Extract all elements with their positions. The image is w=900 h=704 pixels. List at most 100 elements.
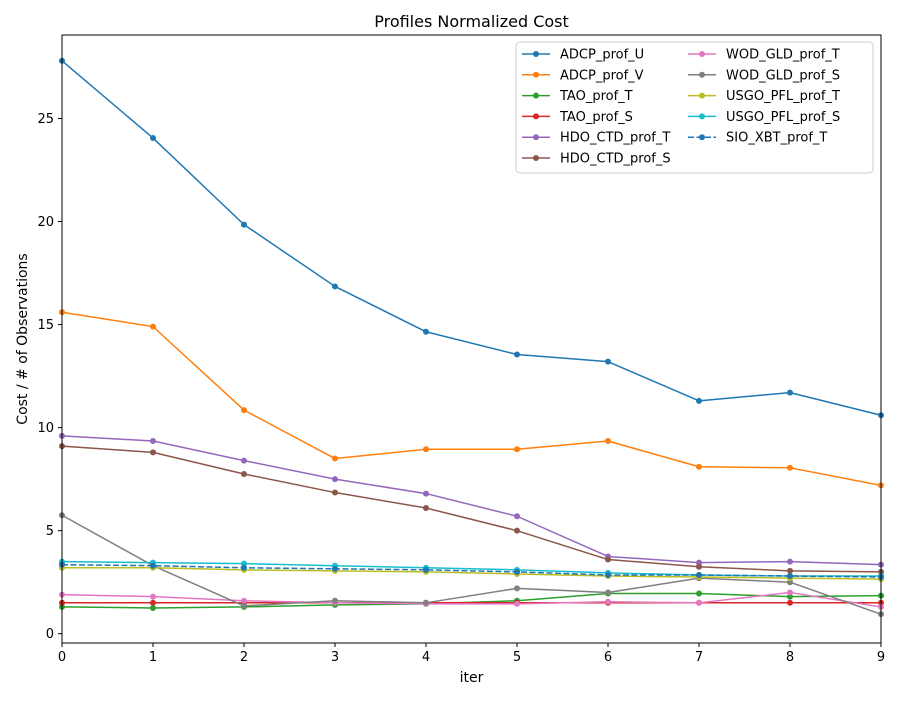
data-point xyxy=(514,446,520,453)
series-HDO_CTD_prof_S xyxy=(59,443,884,575)
plot-frame xyxy=(61,34,882,644)
series-ADCP_prof_U xyxy=(59,57,884,419)
legend-label: USGO_PFL_prof_S xyxy=(726,110,840,125)
legend-item: USGO_PFL_prof_S xyxy=(688,110,840,125)
data-point xyxy=(696,559,702,566)
legend-swatch-marker xyxy=(533,71,539,78)
legend-label: TAO_prof_S xyxy=(559,110,633,125)
y-axis: 0 5 10 15 20 25 xyxy=(37,112,62,642)
data-point xyxy=(332,565,338,572)
data-point xyxy=(241,457,247,464)
legend-item: TAO_prof_S xyxy=(522,110,633,125)
data-point xyxy=(696,397,702,404)
data-point xyxy=(332,489,338,496)
y-axis-label: Cost / # of Observations xyxy=(15,253,31,424)
data-point xyxy=(332,476,338,483)
data-point xyxy=(150,438,156,445)
data-point xyxy=(423,566,429,573)
legend-item: HDO_CTD_prof_S xyxy=(522,152,671,167)
legend-label: HDO_CTD_prof_S xyxy=(560,152,671,167)
y-tick-label: 25 xyxy=(37,112,54,127)
legend-label: USGO_PFL_prof_T xyxy=(726,89,840,104)
data-point xyxy=(787,389,793,396)
legend-label: ADCP_prof_U xyxy=(560,48,644,63)
data-point xyxy=(241,564,247,571)
x-tick-label: 0 xyxy=(58,650,66,665)
data-point xyxy=(150,599,156,606)
data-point xyxy=(696,463,702,470)
y-tick-label: 15 xyxy=(37,318,54,333)
data-point xyxy=(150,135,156,142)
chart-title: Profiles Normalized Cost xyxy=(374,12,569,31)
legend-label: WOD_GLD_prof_S xyxy=(726,68,840,83)
series-line xyxy=(61,563,882,578)
series-line xyxy=(61,60,882,416)
data-point xyxy=(787,579,793,586)
legend-swatch-marker xyxy=(533,113,539,120)
data-point xyxy=(332,455,338,462)
data-point xyxy=(241,407,247,414)
legend-item: TAO_prof_T xyxy=(522,89,633,104)
data-point xyxy=(423,446,429,453)
data-point xyxy=(605,598,611,605)
data-point xyxy=(605,589,611,596)
data-point xyxy=(423,599,429,606)
data-point xyxy=(696,563,702,570)
legend-item: HDO_CTD_prof_T xyxy=(522,131,670,146)
data-point xyxy=(150,593,156,600)
series-HDO_CTD_prof_T xyxy=(59,432,884,568)
x-tick-label: 9 xyxy=(877,650,885,665)
legend-box xyxy=(515,41,874,174)
legend-label: TAO_prof_T xyxy=(559,89,633,104)
legend-swatch-marker xyxy=(699,71,705,78)
data-point xyxy=(514,568,520,575)
data-point xyxy=(423,505,429,511)
series-layer xyxy=(59,57,884,618)
x-axis-label: iter xyxy=(460,670,484,686)
x-tick-label: 4 xyxy=(422,650,430,665)
data-point xyxy=(696,599,702,606)
y-tick-label: 0 xyxy=(46,627,54,642)
legend-swatch-marker xyxy=(699,113,705,120)
legend-label: SIO_XBT_prof_T xyxy=(726,131,827,146)
data-point xyxy=(423,328,429,335)
data-point xyxy=(241,471,247,477)
data-point xyxy=(150,323,156,330)
x-axis: 0 1 2 3 4 5 6 7 8 9 xyxy=(58,643,885,665)
data-point xyxy=(332,283,338,290)
data-point xyxy=(696,590,702,597)
data-point xyxy=(150,449,156,456)
data-point xyxy=(514,513,520,520)
data-point xyxy=(241,221,247,228)
legend-item: ADCP_prof_V xyxy=(522,68,644,83)
data-point xyxy=(787,567,793,574)
legend-swatch-marker xyxy=(699,92,705,99)
x-tick-label: 8 xyxy=(786,650,794,665)
x-tick-label: 5 xyxy=(513,650,521,665)
legend-item: SIO_XBT_prof_T xyxy=(688,131,827,146)
legend-swatch-marker xyxy=(533,51,539,57)
data-point xyxy=(150,562,156,569)
y-tick-label: 10 xyxy=(37,421,54,436)
x-tick-label: 3 xyxy=(331,650,339,665)
legend-swatch-marker xyxy=(533,134,539,141)
legend-swatch-marker xyxy=(699,51,705,57)
series-line xyxy=(62,567,882,580)
data-point xyxy=(787,558,793,565)
legend-item: USGO_PFL_prof_T xyxy=(688,89,840,104)
data-point xyxy=(787,464,793,471)
x-tick-label: 7 xyxy=(695,650,703,665)
data-point xyxy=(605,571,611,578)
legend-label: HDO_CTD_prof_T xyxy=(560,131,670,146)
data-point xyxy=(787,589,793,596)
legend-label: ADCP_prof_V xyxy=(560,68,644,83)
series-line xyxy=(61,311,882,487)
data-point xyxy=(332,597,338,604)
series-line xyxy=(61,591,882,608)
legend-item: WOD_GLD_prof_T xyxy=(688,48,840,63)
series-line xyxy=(61,514,882,615)
data-point xyxy=(514,585,520,592)
data-point xyxy=(787,593,793,600)
data-point xyxy=(696,571,702,578)
